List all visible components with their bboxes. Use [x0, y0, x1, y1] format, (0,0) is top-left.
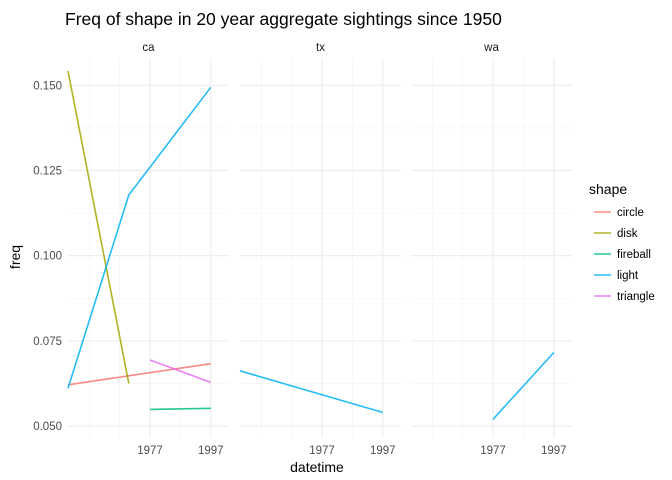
legend-item-fireball: fireball — [594, 249, 651, 261]
facet-panel-tx: tx 1977 1997 — [239, 42, 401, 457]
x-tick-label: 1997 — [370, 445, 396, 457]
legend-item-light: light — [594, 270, 639, 282]
legend-item-triangle: triangle — [594, 291, 655, 303]
x-tick-label: 1977 — [309, 445, 335, 457]
x-tick-label: 1997 — [541, 445, 567, 457]
x-axis-title: datetime — [290, 459, 344, 475]
facet-panel-ca: ca 1977 1997 — [67, 42, 229, 457]
series-line-tx-light — [239, 370, 384, 414]
facet-label-wa: wa — [483, 42, 499, 54]
facet-label-ca: ca — [142, 42, 155, 54]
series-line-ca-disk — [67, 70, 130, 384]
y-axis-title: freq — [7, 245, 23, 269]
x-tick-label: 1977 — [137, 445, 163, 457]
y-tick-label: 0.125 — [33, 165, 62, 177]
legend-label-light: light — [617, 270, 639, 282]
y-tick-label: 0.050 — [33, 421, 62, 433]
legend-item-disk: disk — [594, 228, 638, 240]
facet-label-tx: tx — [316, 42, 325, 54]
x-tick-label: 1997 — [198, 445, 224, 457]
facet-panels: ca 1977 1997 tx 1977 1997 wa 1977 1997 0.050 0.075… — [33, 42, 572, 457]
x-tick-label: 1977 — [480, 445, 506, 457]
legend-label-circle: circle — [617, 207, 644, 219]
chart-title: Freq of shape in 20 year aggregate sight… — [65, 9, 502, 29]
legend-label-disk: disk — [617, 228, 638, 240]
series-line-ca-fireball — [149, 407, 211, 411]
legend-label-triangle: triangle — [617, 291, 655, 303]
series-line-ca-triangle — [149, 359, 212, 384]
legend-item-circle: circle — [594, 207, 644, 219]
legend: shape circle disk fireball light triangle — [589, 181, 655, 303]
facet-panel-wa: wa 1977 1997 — [411, 42, 572, 457]
series-line-wa-light — [492, 351, 555, 420]
y-tick-label: 0.100 — [33, 251, 62, 263]
y-tick-label: 0.150 — [33, 80, 62, 92]
series-line-ca-circle — [67, 362, 211, 386]
series-line-ca-light — [67, 86, 212, 389]
y-tick-label: 0.075 — [33, 336, 62, 348]
legend-label-fireball: fireball — [617, 249, 651, 261]
legend-title: shape — [589, 181, 627, 197]
